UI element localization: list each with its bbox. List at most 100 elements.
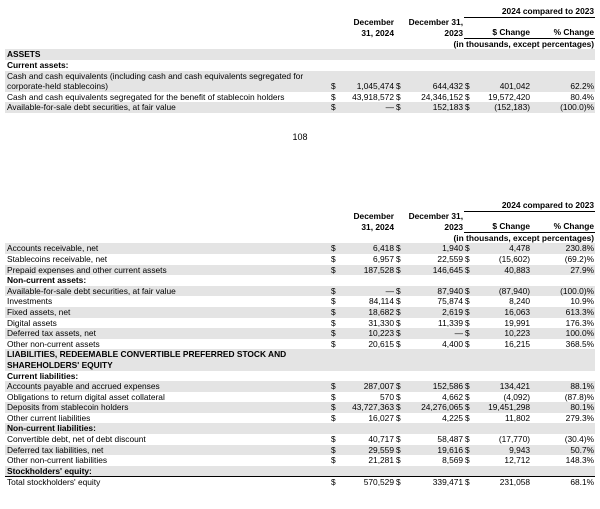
row-label: Deposits from stablecoin holders xyxy=(5,402,330,413)
row-label: Deferred tax assets, net xyxy=(5,328,330,339)
currency-symbol: $ xyxy=(465,296,470,307)
data-row: Convertible debt, net of debt discount $4… xyxy=(5,434,595,445)
currency-symbol: $ xyxy=(396,412,401,423)
cell-value: 339,471 xyxy=(409,476,465,489)
cell-value: 43,727,363 xyxy=(340,402,395,413)
cell-value: 613.3% xyxy=(531,306,596,318)
cell-value: 230.8% xyxy=(531,243,596,254)
currency-symbol: $ xyxy=(464,264,477,276)
data-row: Deferred tax assets, net $10,223 $ — $10,223… xyxy=(5,328,596,339)
currency-symbol: $ xyxy=(330,476,340,489)
column-header: December 31, 2024 xyxy=(353,211,394,232)
cell-value: 68.1% xyxy=(531,476,596,489)
currency-symbol: $ xyxy=(330,306,340,318)
cell-value: 152,183 xyxy=(409,102,465,113)
row-label: Deferred tax liabilities, net xyxy=(5,444,330,456)
data-row: Available-for-sale debt securities, at f… xyxy=(5,102,596,113)
row-label: Total stockholders' equity xyxy=(5,476,330,489)
cell-value: 19,616 xyxy=(409,444,465,456)
currency-symbol: $ xyxy=(330,285,340,297)
currency-symbol: $ xyxy=(330,328,340,339)
cell-value: 18,682 xyxy=(340,306,395,318)
currency-symbol: $ xyxy=(465,91,470,102)
cell-value: 88.1% xyxy=(531,381,596,392)
cell-value: 43,918,572 xyxy=(352,91,394,102)
table-block: 2024 compared to 2023 December 31, 2024 De… xyxy=(5,200,596,489)
blank xyxy=(5,6,464,17)
currency-symbol: $ xyxy=(464,306,477,318)
currency-symbol: $ xyxy=(395,102,409,113)
currency-symbol: $ xyxy=(464,381,477,392)
section-heading-row: Current assets: xyxy=(5,60,595,71)
currency-symbol: $ xyxy=(464,476,477,489)
cell-value: (87.8)% xyxy=(564,391,595,402)
cell-value: (15,602) xyxy=(498,253,531,264)
units-note: (in thousands, except percentages) xyxy=(453,232,595,243)
cell-value: (100.0)% xyxy=(531,102,596,113)
row-label: Fixed assets, net xyxy=(5,306,330,318)
cell-value: (100.0)% xyxy=(531,285,596,297)
currency-symbol: $ xyxy=(465,455,470,466)
cell-value: 644,432 xyxy=(409,70,465,92)
currency-symbol: $ xyxy=(465,391,470,402)
cell-value: 1,045,474 xyxy=(340,70,395,92)
section-heading: Current assets: xyxy=(7,59,69,70)
currency-symbol: $ xyxy=(464,285,477,297)
cell-value: 11,339 xyxy=(438,317,464,328)
cell-value: 152,586 xyxy=(409,381,465,392)
data-row: Other non-current assets $20,615 $4,400 $16… xyxy=(5,339,595,350)
row-label: Cash and cash equivalents (including cas… xyxy=(5,70,330,92)
cell-value: (69.2)% xyxy=(564,253,595,264)
row-label: Accounts receivable, net xyxy=(5,243,330,254)
comparison-header: 2024 compared to 2023 xyxy=(464,200,596,212)
cell-value: 27.9% xyxy=(531,264,596,276)
header-row: 2024 compared to 2023 xyxy=(5,200,596,212)
cell-value: 10.9% xyxy=(570,296,595,307)
row-label: Other non-current liabilities xyxy=(7,455,108,466)
data-row: Available-for-sale debt securities, at f… xyxy=(5,285,596,297)
currency-symbol: $ xyxy=(396,317,401,328)
financial-table: 2024 compared to 2023 December 31, 2024 De… xyxy=(5,200,596,489)
cell-value: 401,042 xyxy=(476,70,532,92)
currency-symbol: $ xyxy=(395,402,409,413)
row-label: Accounts payable and accrued expenses xyxy=(5,381,330,392)
currency-symbol: $ xyxy=(465,412,470,423)
table-block: 2024 compared to 2023 December 31, 2024 De… xyxy=(5,6,596,113)
cell-value: 146,645 xyxy=(409,264,465,276)
currency-symbol: $ xyxy=(465,317,470,328)
cell-value: 24,276,065 xyxy=(409,402,465,413)
currency-symbol: $ xyxy=(330,102,340,113)
currency-symbol: $ xyxy=(465,434,470,445)
cell-value: 20,615 xyxy=(368,338,394,349)
row-label: Digital assets xyxy=(7,317,57,328)
currency-symbol: $ xyxy=(331,412,336,423)
column-header: $ Change xyxy=(464,211,532,233)
financial-table: 2024 compared to 2023 December 31, 2024 De… xyxy=(5,6,596,113)
row-label: Available-for-sale debt securities, at f… xyxy=(5,102,330,113)
cell-value: 4,662 xyxy=(442,391,464,402)
data-row: Cash and cash equivalents (including cas… xyxy=(5,70,596,92)
cell-value: 40,883 xyxy=(476,264,532,276)
row-label: Other non-current assets xyxy=(7,338,100,349)
section-heading-row: Current liabilities: xyxy=(5,371,595,382)
data-row: Fixed assets, net $18,682 $2,619 $16,063 613… xyxy=(5,306,596,318)
blank xyxy=(330,465,596,477)
data-row: Stablecoins receivable, net $6,957 $22,559… xyxy=(5,254,595,265)
header-row: (in thousands, except percentages) xyxy=(5,232,595,243)
currency-symbol: $ xyxy=(396,434,401,445)
blank xyxy=(330,60,595,71)
column-header: % Change xyxy=(531,211,596,233)
data-row: Obligations to return digital asset coll… xyxy=(5,392,595,403)
blank xyxy=(5,38,395,49)
section-heading-row: LIABILITIES, REDEEMABLE CONVERTIBLE PREF… xyxy=(5,349,596,371)
currency-symbol: $ xyxy=(464,444,477,456)
cell-value: 176.3% xyxy=(565,317,595,328)
cell-value: (152,183) xyxy=(476,102,532,113)
cell-value: 19,572,420 xyxy=(488,91,531,102)
currency-symbol: $ xyxy=(464,102,477,113)
cell-value: 31,330 xyxy=(368,317,394,328)
cell-value: 231,058 xyxy=(476,476,532,489)
cell-value: 8,569 xyxy=(442,455,464,466)
header-row: December 31, 2024 December 31, 2023 $ Chan… xyxy=(5,17,596,39)
